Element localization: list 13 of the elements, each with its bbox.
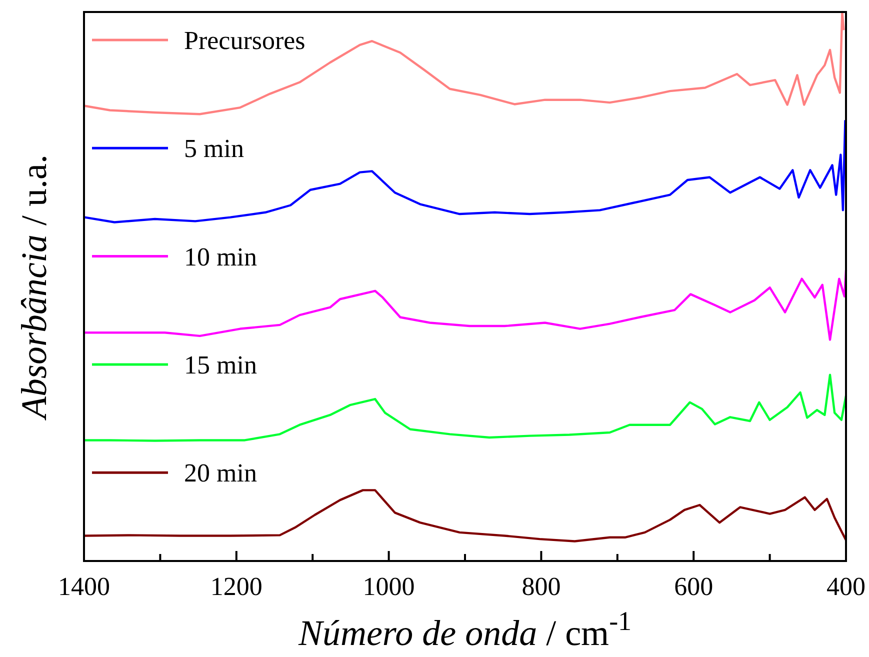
x-tick-label: 1400: [58, 572, 110, 601]
legend-label: 15 min: [184, 350, 257, 380]
x-axis-title: Número de onda / cm$^{-1}$: [297, 606, 632, 653]
x-tick-label: 400: [826, 572, 866, 601]
legend-label: 5 min: [184, 134, 244, 164]
y-axis-title: Absorbância / u.a.: [14, 154, 54, 420]
legend-label: 10 min: [184, 242, 257, 272]
x-tick-label: 1000: [362, 572, 415, 601]
x-tick-label: 1200: [210, 572, 262, 601]
legend-label: Precursores: [184, 26, 306, 55]
legend-label: 20 min: [184, 458, 257, 488]
x-tick-label: 800: [522, 572, 561, 601]
x-tick-label: 600: [674, 572, 714, 601]
